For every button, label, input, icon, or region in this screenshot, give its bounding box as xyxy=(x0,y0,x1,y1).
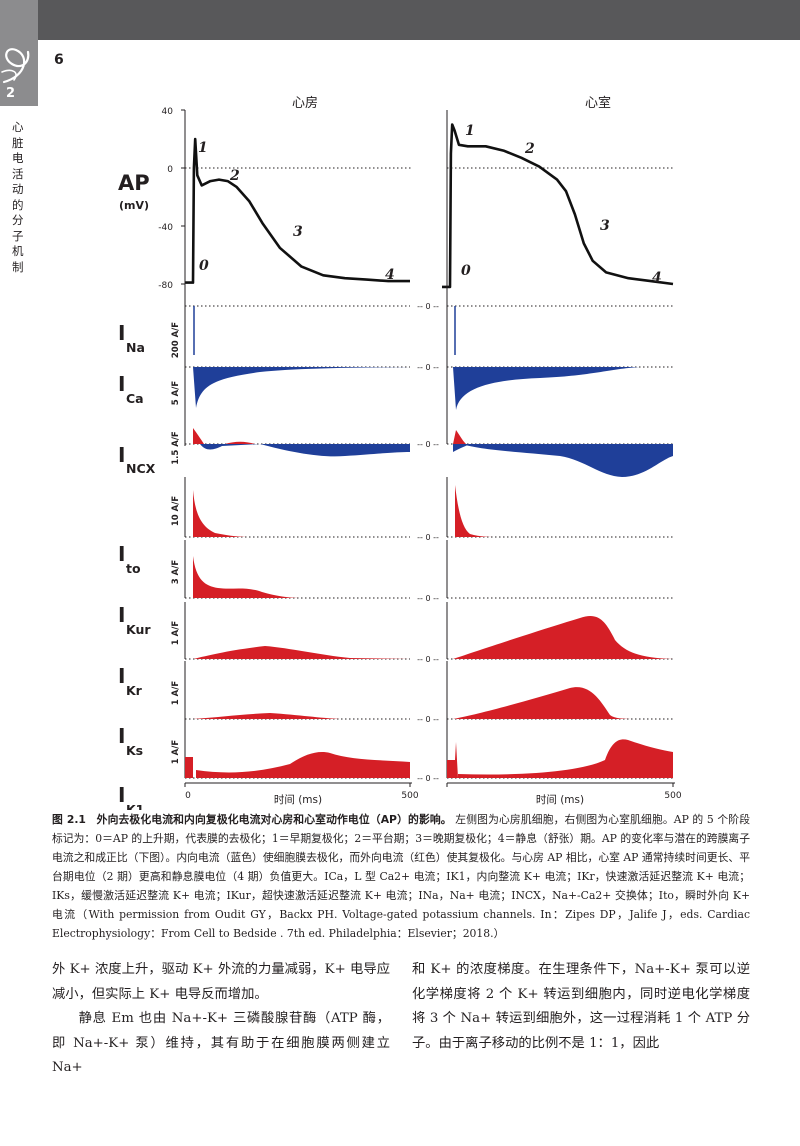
current-subscript-kur: Kur xyxy=(126,622,151,637)
current-subscript-ks: Ks xyxy=(126,743,143,758)
ventricle-phase-2: 2 xyxy=(524,141,535,157)
x-label-ventricle: 时间 (ms) xyxy=(536,793,584,806)
x-tick-ventricle-500: 500 xyxy=(664,791,681,801)
current-label-kr: I xyxy=(118,664,125,688)
chapter-title: 心脏电活动的分子机制 xyxy=(12,120,24,274)
x-tick-atrium-0: 0 xyxy=(185,791,191,801)
body-paragraph: 外 K+ 浓度上升，驱动 K+ 外流的力量减弱，K+ 电导应减小，但实际上 K+… xyxy=(52,962,390,1002)
figure-caption: 图 2.1 外向去极化电流和内向复极化电流对心房和心室动作电位（AP）的影响。 … xyxy=(52,810,750,943)
incx-atrium-out xyxy=(193,428,204,444)
current-subscript-kr: Kr xyxy=(126,683,143,698)
iks-atrium-area xyxy=(193,713,340,719)
current-scale-to: 10 A/F xyxy=(171,496,181,526)
ap-tick-0: 0 xyxy=(167,165,173,175)
atrium-phase-0: 0 xyxy=(199,258,209,274)
ventricle-phase-0: 0 xyxy=(461,263,471,279)
zero-marker: -- 0 -- xyxy=(417,302,439,311)
body-paragraph: 和 K+ 的浓度梯度。在生理条件下，Na+-K+ 泵可以逆化学梯度将 2 个 K… xyxy=(412,962,750,1051)
current-scale-ca: 5 A/F xyxy=(171,381,181,406)
body-column-left: 外 K+ 浓度上升，驱动 K+ 外流的力量减弱，K+ 电导应减小，但实际上 K+… xyxy=(52,958,390,1081)
ito-atrium-area xyxy=(193,490,250,537)
ap-tick-m40: -40 xyxy=(158,223,173,233)
atrium-phase-4: 4 xyxy=(385,267,395,283)
current-label-to: I xyxy=(118,542,125,566)
ikur-atrium-area xyxy=(193,556,300,598)
ik1-ventricle-initial xyxy=(447,742,458,778)
zero-marker: -- 0 -- xyxy=(417,774,439,783)
zero-marker: -- 0 -- xyxy=(417,655,439,664)
ik1-ventricle-area xyxy=(458,739,673,778)
current-label-ks: I xyxy=(118,724,125,748)
x-label-atrium: 时间 (ms) xyxy=(274,793,322,806)
ikr-atrium-area xyxy=(193,646,410,659)
current-subscript-k1: K1 xyxy=(126,802,144,810)
ventricle-phase-3: 3 xyxy=(600,218,610,234)
ap-unit: (mV) xyxy=(119,199,149,212)
ik1-atrium-initial xyxy=(185,757,193,778)
zero-marker: -- 0 -- xyxy=(417,533,439,542)
current-scale-ks: 1 A/F xyxy=(171,681,181,706)
current-scale-ncx: 1.5 A/F xyxy=(171,431,181,465)
current-subscript-na: Na xyxy=(126,340,145,355)
ica-ventricle-area xyxy=(453,367,673,410)
ica-atrium-area xyxy=(193,367,410,408)
ventricle-title: 心室 xyxy=(585,95,611,111)
zero-marker: -- 0 -- xyxy=(417,715,439,724)
ap-atrium-trace xyxy=(185,137,410,284)
x-tick-atrium-500: 500 xyxy=(401,791,418,801)
zero-marker: -- 0 -- xyxy=(417,594,439,603)
header-bar xyxy=(0,0,800,40)
iks-ventricle-area xyxy=(453,687,640,719)
current-scale-na: 200 A/F xyxy=(171,322,181,358)
current-label-na: I xyxy=(118,321,125,345)
caption-title: 外向去极化电流和内向复极化电流对心房和心室动作电位（AP）的影响。 xyxy=(96,813,452,826)
atrium-phase-3: 3 xyxy=(293,224,303,240)
caption-label: 图 2.1 xyxy=(52,813,86,826)
atrium-phase-1: 1 xyxy=(198,140,208,156)
current-label-k1: I xyxy=(118,783,125,807)
current-scale-kur: 3 A/F xyxy=(171,560,181,585)
atrium-title: 心房 xyxy=(292,95,318,111)
ap-tick-m80: -80 xyxy=(158,281,173,291)
current-subscript-ca: Ca xyxy=(126,391,144,406)
current-label-ca: I xyxy=(118,372,125,396)
caption-body: 左侧图为心房肌细胞，右侧图为心室肌细胞。AP 的 5 个阶段标记为：0＝AP 的… xyxy=(52,813,750,940)
incx-atrium-in xyxy=(260,444,410,457)
ventricle-phase-1: 1 xyxy=(465,123,475,139)
current-scale-kr: 1 A/F xyxy=(171,621,181,646)
current-scale-k1: 1 A/F xyxy=(171,740,181,765)
incx-atrium-out-2 xyxy=(225,441,255,444)
incx-ventricle-in xyxy=(462,444,673,477)
current-label-kur: I xyxy=(118,603,125,627)
ap-tick-40: 40 xyxy=(162,107,174,117)
current-label-ncx: I xyxy=(118,443,125,467)
incx-ventricle-out xyxy=(453,430,466,444)
body-paragraph: 静息 Em 也由 Na+-K+ 三磷酸腺苷酶（ATP 酶，即 Na+-K+ 泵）… xyxy=(52,1011,390,1075)
swirl-logo-icon xyxy=(1,48,30,84)
zero-marker: -- 0 -- xyxy=(417,363,439,372)
ito-ventricle-area xyxy=(455,485,500,537)
ikr-ventricle-area xyxy=(453,616,673,659)
page-number: 6 xyxy=(54,52,64,68)
ap-y-ticks: 40 0 -40 -80 xyxy=(158,107,173,291)
chapter-number: 2 xyxy=(6,86,16,101)
figure-2-1: 心房 心室 AP (mV) 40 0 -40 -80 0 1 2 3 4 0 1… xyxy=(118,95,682,810)
zero-marker: -- 0 -- xyxy=(417,440,439,449)
ventricle-phase-4: 4 xyxy=(652,270,662,286)
current-subscript-to: to xyxy=(126,561,141,576)
incx-atrium-in-early xyxy=(200,444,260,450)
body-column-right: 和 K+ 的浓度梯度。在生理条件下，Na+-K+ 泵可以逆化学梯度将 2 个 K… xyxy=(412,958,750,1056)
ap-label: AP xyxy=(118,171,150,195)
current-subscript-ncx: NCX xyxy=(126,461,156,476)
incx-ventricle-in-early xyxy=(453,444,470,452)
ik1-atrium-area xyxy=(196,752,410,778)
atrium-phase-2: 2 xyxy=(229,168,240,184)
ap-ventricle-trace xyxy=(442,123,674,289)
